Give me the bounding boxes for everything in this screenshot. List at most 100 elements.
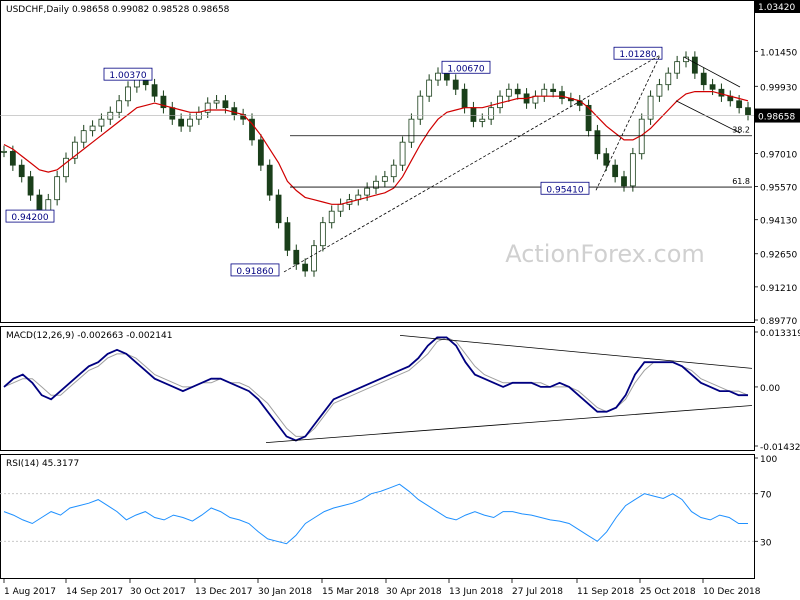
candle-body	[700, 72, 707, 86]
candle-body	[390, 164, 397, 178]
x-tick-label: 1 Aug 2017	[4, 587, 56, 597]
candle-body	[293, 249, 300, 265]
price-y-tick-label: 0.95570	[760, 184, 797, 194]
candle-body	[647, 95, 654, 120]
price-annotation: 1.01280	[613, 46, 663, 60]
price-y-tick-label: 0.99930	[760, 83, 797, 93]
candle-body	[656, 84, 663, 97]
candle-body	[27, 176, 34, 196]
candle-body	[116, 100, 123, 113]
candle-body	[80, 130, 87, 143]
price-y-tick-label: 1.03420	[758, 3, 795, 13]
price-y-tick-label: 0.97010	[760, 150, 797, 160]
candle-body	[178, 118, 185, 127]
candle-body	[151, 84, 158, 97]
candle-body	[470, 107, 477, 122]
candle-body	[319, 222, 326, 247]
price-annotation-label: 0.91860	[236, 267, 273, 277]
price-annotation-box	[613, 46, 663, 60]
candle-body	[603, 153, 610, 166]
candle-body	[399, 141, 406, 166]
candle-body	[621, 176, 627, 187]
candle-body	[63, 157, 69, 178]
candle-body	[373, 180, 379, 189]
candle-body	[550, 88, 557, 92]
candle-body	[417, 95, 424, 120]
candle-body	[160, 95, 167, 109]
price-layer: 61.8 38.2 1.00370 0.94200 0.91860 1.00670 1.01…	[0, 46, 800, 277]
x-tick-label: 13 Dec 2017	[195, 587, 253, 597]
candle-body	[629, 153, 636, 187]
rsi-panel-frame	[0, 454, 755, 579]
macd-trend-line	[399, 334, 753, 369]
x-tick-label: 30 Oct 2017	[130, 587, 186, 597]
candle-body	[266, 164, 273, 196]
candle-body	[497, 95, 503, 109]
x-tick-label: 11 Sep 2018	[577, 587, 634, 597]
candle-body	[89, 125, 96, 132]
price-annotation-label: 1.00370	[109, 71, 146, 81]
candle-body	[187, 118, 193, 127]
candle-body	[257, 139, 264, 166]
current-price-tag	[755, 108, 800, 123]
x-tick-label: 14 Sep 2017	[66, 587, 123, 597]
candle-body	[665, 72, 672, 86]
x-tick-label: 10 Dec 2018	[703, 587, 761, 597]
candle-body	[691, 56, 698, 74]
candle-body	[125, 86, 131, 102]
price-annotation: 0.91860	[230, 263, 280, 277]
price-y-tick-label: 0.94130	[760, 217, 797, 227]
candle-body	[275, 194, 282, 224]
price-annotation-label: 0.94200	[11, 213, 48, 223]
x-tick-label: 27 Jul 2018	[512, 587, 563, 597]
channel-line	[675, 100, 741, 134]
candle-body	[479, 118, 486, 122]
candle-body	[426, 79, 433, 97]
candle-body	[452, 79, 459, 90]
candle-body	[302, 263, 309, 272]
candle-body	[514, 88, 521, 95]
candle-body	[249, 118, 255, 141]
price-annotation-box	[230, 263, 280, 277]
price-annotation-box	[5, 209, 55, 223]
price-annotation: 0.95410	[540, 181, 590, 195]
candle-body	[435, 72, 441, 81]
candle-body	[9, 150, 16, 166]
candle-body	[98, 118, 105, 127]
candle-body	[337, 203, 344, 212]
price-annotation: 0.94200	[5, 209, 55, 223]
candle-body	[461, 88, 468, 109]
x-tick-label: 13 Jun 2018	[449, 587, 503, 597]
price-annotation-label: 1.00670	[447, 64, 484, 74]
macd-line	[3, 336, 748, 442]
candle-body	[709, 84, 716, 90]
price-top-tag	[755, 0, 800, 13]
candle-body	[231, 107, 238, 115]
rsi-y-tick-label: 100	[760, 455, 777, 465]
price-y-tick-label: 0.91210	[760, 284, 797, 294]
symbol-header: USDCHF,Daily 0.98658 0.99082 0.98528 0.9…	[6, 5, 230, 15]
candle-body	[204, 102, 211, 113]
rsi-y-tick-label: 30	[760, 538, 772, 548]
macd-y-tick-label: -0.014323	[760, 443, 800, 453]
macd-y-tick-label: 0.00	[760, 384, 780, 394]
price-annotation-label: 1.01280	[619, 50, 656, 60]
x-tick-label: 30 Jan 2018	[258, 587, 312, 597]
macd-y-tick-label: 0.013319	[760, 329, 800, 339]
x-tick-label: 25 Oct 2018	[640, 587, 696, 597]
price-annotation: 1.00670	[441, 60, 491, 74]
candle-body	[594, 130, 601, 155]
channel-line	[683, 56, 741, 88]
current-price-label: 0.98658	[758, 113, 795, 123]
fib-level-label: 38.2	[732, 126, 750, 135]
candle-body	[408, 118, 415, 143]
trend-line	[283, 54, 661, 273]
rsi-line	[3, 483, 748, 545]
candle-body	[284, 222, 291, 251]
price-annotation: 1.00370	[103, 67, 153, 81]
candle-body	[328, 210, 335, 224]
price-annotation-label: 0.95410	[546, 185, 583, 195]
axis-layer: 1.03420 1.01450 0.99930 0.97010 0.95570 0.941…	[3, 0, 800, 597]
candle-body	[311, 245, 317, 272]
